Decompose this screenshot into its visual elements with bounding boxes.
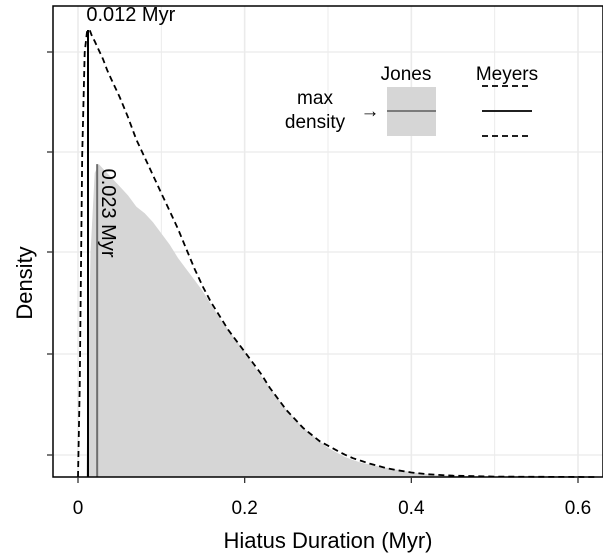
y-axis: [47, 51, 53, 456]
x-tick-label: 0.2: [231, 498, 257, 519]
x-tick-label: 0.6: [565, 498, 591, 519]
annotation-meyers-max: 0.012 Myr: [86, 4, 175, 26]
jones-series: [78, 164, 595, 477]
legend: Jones Meyers max density →: [285, 64, 538, 137]
x-tick-label: 0.4: [398, 498, 425, 519]
legend-row-label-line1: max: [297, 88, 333, 109]
annotation-jones-max: 0.023 Myr: [97, 169, 119, 258]
max-density-lines: [87, 30, 99, 477]
x-axis: 0 0.2 0.4 0.6: [73, 477, 591, 519]
plot-panel-border: [52, 5, 603, 478]
x-tick-label: 0: [73, 498, 84, 519]
x-axis-title: Hiatus Duration (Myr): [223, 528, 432, 553]
y-axis-title: Density: [12, 246, 37, 319]
jones-density-area: [78, 164, 595, 477]
legend-row-label-line2: density: [285, 112, 346, 133]
meyers-density-line: [77, 29, 595, 478]
arrow-right-icon: →: [361, 101, 380, 122]
annotations: 0.012 Myr 0.023 Myr: [86, 4, 175, 258]
legend-header-jones: Jones: [381, 64, 432, 85]
legend-header-meyers: Meyers: [476, 64, 538, 85]
